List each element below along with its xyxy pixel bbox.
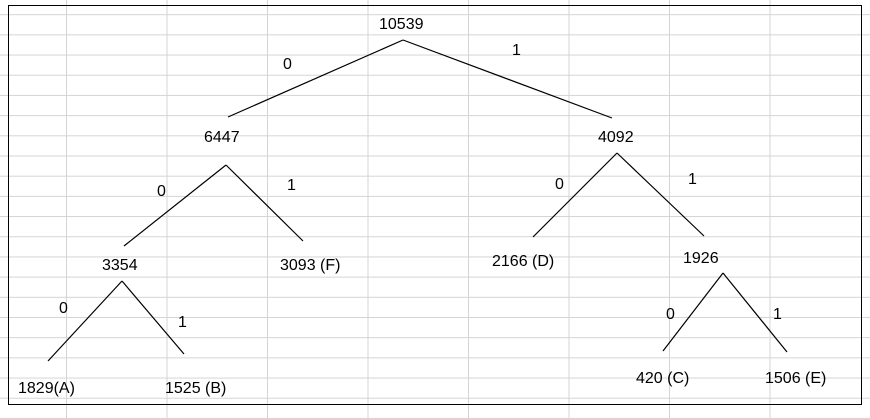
leaf-a: 1829(A): [18, 380, 75, 397]
edge-3354-left: [47, 280, 123, 362]
edge-6447-left: [123, 164, 227, 247]
edge-6447-right: [225, 164, 304, 242]
diagram-frame: [8, 5, 862, 405]
leaf-f: 3093 (F): [280, 257, 341, 274]
edge-1926-right: [722, 272, 788, 353]
leaf-e: 1506 (E): [765, 370, 827, 387]
edge-label-root-left: 0: [283, 56, 292, 73]
edge-4092-left: [532, 152, 618, 238]
edge-label-6447-left: 0: [157, 183, 166, 200]
node-3354: 3354: [102, 257, 138, 274]
edge-label-4092-left: 0: [555, 176, 564, 193]
edge-label-6447-right: 1: [287, 177, 296, 194]
edge-label-1926-right: 1: [773, 306, 782, 323]
edge-label-root-right: 1: [512, 42, 521, 59]
node-root: 10539: [379, 16, 424, 33]
edge-root-left: [227, 39, 404, 118]
leaf-d: 2166 (D): [492, 253, 555, 270]
edge-4092-right: [616, 152, 705, 237]
edge-1926-left: [662, 272, 724, 352]
node-1926: 1926: [683, 250, 719, 267]
edge-label-1926-left: 0: [666, 306, 675, 323]
leaf-b: 1525 (B): [165, 380, 227, 397]
node-6447: 6447: [204, 129, 240, 146]
edge-root-right: [402, 39, 613, 119]
node-4092: 4092: [598, 129, 634, 146]
edge-label-3354-left: 0: [59, 300, 68, 317]
edge-3354-right: [121, 280, 185, 355]
edge-label-4092-right: 1: [688, 171, 697, 188]
leaf-c: 420 (C): [636, 370, 690, 387]
edge-label-3354-right: 1: [178, 314, 187, 331]
